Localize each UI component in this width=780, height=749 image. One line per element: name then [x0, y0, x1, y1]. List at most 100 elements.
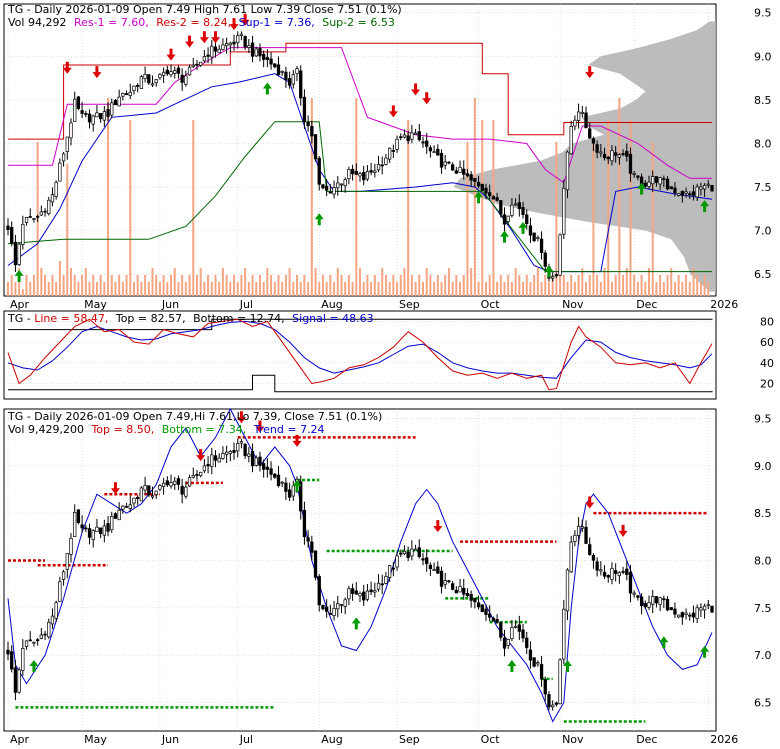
price-panel-top: 6.5 7.0 7.5 8.0 8.5 9.0 9.5 Apr May Jun Jul Aug Sep… — [3, 3, 772, 311]
buy-arrow-shape — [637, 182, 647, 195]
candle-body — [484, 187, 488, 194]
y-tick-label: 8.5 — [754, 507, 772, 520]
candle-body — [669, 186, 673, 190]
candle-body — [102, 111, 106, 121]
volume-bar — [370, 282, 373, 296]
candle-body — [521, 629, 525, 639]
candle-body — [573, 119, 577, 127]
candle-body — [588, 128, 592, 139]
candle-body — [76, 96, 81, 109]
volume-bar — [648, 268, 651, 296]
candle-body — [347, 588, 351, 600]
x-tick-label: 2026 — [710, 733, 738, 745]
candle-body — [80, 110, 84, 114]
candle-body — [658, 177, 662, 185]
x-tick-label: Jun — [161, 733, 179, 745]
candle-body — [310, 541, 314, 553]
volume-bar — [462, 275, 465, 296]
candle-body — [443, 580, 447, 585]
candle-body — [350, 588, 355, 594]
candle-body — [480, 183, 484, 191]
volume-bar — [670, 268, 673, 296]
volume-bar — [170, 275, 173, 296]
volume-bar — [181, 275, 184, 296]
candle-body — [376, 582, 381, 590]
volume-bar — [99, 275, 102, 296]
candle-body — [113, 100, 118, 106]
oscillator-panel: 20 40 60 80 TG - Line = 58.47, Top = 82.57,… — [3, 310, 774, 400]
sell-arrow-shape — [422, 92, 432, 105]
candle-body — [343, 599, 347, 607]
candle-body — [699, 607, 703, 611]
candle-body — [614, 152, 618, 156]
x-tick-label: Jun — [161, 298, 179, 311]
candle-body — [710, 605, 714, 613]
volume-bar — [136, 275, 139, 296]
candle-body — [273, 473, 277, 478]
sell-arrow-shape — [110, 482, 120, 495]
volume-bar — [536, 268, 539, 296]
sell-arrow — [110, 482, 120, 495]
volume-bar — [84, 268, 87, 296]
volume-bar — [47, 282, 50, 296]
volume-bar — [529, 282, 532, 296]
candle-body — [465, 173, 470, 177]
volume-bar — [210, 282, 213, 296]
candle-body — [287, 489, 292, 498]
volume-bar — [444, 275, 447, 296]
volume-bar — [618, 98, 621, 296]
volume-bar — [173, 268, 176, 296]
volume-bar — [492, 120, 495, 296]
candle-body — [232, 449, 236, 453]
candle-body — [202, 56, 207, 62]
candle-body — [284, 482, 288, 492]
volume-bar — [29, 282, 32, 296]
candle-body — [169, 482, 173, 487]
y-tick-label: 7.5 — [754, 602, 772, 615]
candle-body — [43, 210, 47, 213]
volume-bar — [318, 282, 321, 296]
volume-bar — [162, 275, 165, 296]
bottom-header-bottom: Bottom = 7.34, — [162, 423, 247, 436]
candle-body — [402, 550, 407, 555]
y-tick-label: 80 — [760, 315, 774, 328]
candle-body — [469, 593, 473, 601]
volume-bar — [399, 275, 402, 296]
buy-arrow-shape — [507, 659, 517, 672]
volume-bar — [184, 282, 187, 296]
candle-body — [199, 471, 203, 476]
x-tick-label: May — [84, 298, 107, 311]
candle-body — [339, 604, 344, 606]
candle-body — [276, 474, 281, 487]
volume-bar — [218, 282, 221, 296]
sell-arrow-shape — [292, 434, 302, 447]
candle-body — [576, 111, 581, 121]
volume-bar — [92, 275, 95, 296]
candle-body — [439, 570, 444, 587]
candle-body — [662, 178, 666, 180]
bottom-header-top: Top = 8.50, — [90, 423, 154, 436]
buy-arrow-shape — [474, 191, 484, 204]
candle-body — [673, 187, 677, 194]
volume-bar — [310, 98, 313, 296]
candle-body — [580, 526, 584, 529]
volume-bar — [314, 268, 317, 296]
buy-arrow — [500, 230, 510, 243]
candle-body — [551, 704, 555, 708]
candle-body — [528, 225, 533, 236]
volume-bar — [707, 282, 710, 296]
candle-body — [665, 178, 670, 190]
candle-body — [569, 541, 573, 573]
volume-bar — [677, 275, 680, 296]
buy-arrow — [292, 480, 302, 493]
x-tick-label: Sep — [399, 733, 420, 745]
buy-arrow-shape — [500, 230, 510, 243]
candle-body — [417, 131, 421, 141]
y-tick-label: 8.5 — [754, 94, 772, 107]
candle-body — [413, 132, 418, 135]
volume-bar — [347, 275, 350, 296]
candle-body — [317, 157, 321, 185]
candle-body — [343, 179, 347, 187]
volume-bar — [599, 282, 602, 296]
candle-body — [602, 153, 607, 159]
